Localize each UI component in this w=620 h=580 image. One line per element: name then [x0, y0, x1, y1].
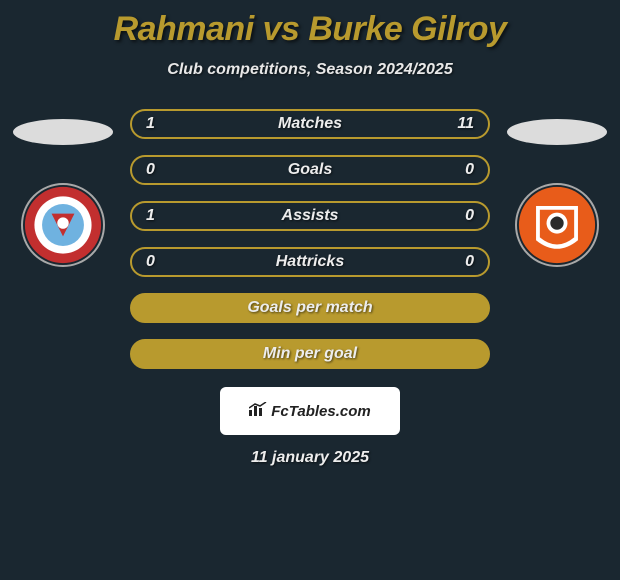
stats-list: 1Matches110Goals01Assists00Hattricks0Goa…	[130, 109, 490, 369]
stat-left-value: 1	[146, 207, 176, 225]
stat-row: Min per goal	[130, 339, 490, 369]
stat-left-value: 0	[146, 253, 176, 271]
stat-label: Matches	[176, 115, 444, 133]
chart-icon	[249, 402, 267, 420]
stat-label: Goals	[176, 161, 444, 179]
player-left-silhouette	[13, 119, 113, 145]
stat-label: Assists	[176, 207, 444, 225]
stat-row: 1Matches11	[130, 109, 490, 139]
crest-right	[515, 183, 599, 267]
stat-row: 1Assists0	[130, 201, 490, 231]
player-left-column	[8, 119, 118, 267]
stat-label: Min per goal	[176, 345, 444, 363]
crest-left-icon	[23, 183, 103, 267]
player-right-silhouette	[507, 119, 607, 145]
player-right-column	[502, 119, 612, 267]
page-subtitle: Club competitions, Season 2024/2025	[0, 61, 620, 79]
stat-left-value: 0	[146, 161, 176, 179]
stat-label: Hattricks	[176, 253, 444, 271]
page-title: Rahmani vs Burke Gilroy	[0, 0, 620, 49]
comparison-panel: 1Matches110Goals01Assists00Hattricks0Goa…	[0, 109, 620, 369]
stat-row: Goals per match	[130, 293, 490, 323]
stat-row: 0Goals0	[130, 155, 490, 185]
crest-left	[21, 183, 105, 267]
stat-right-value: 11	[444, 115, 474, 133]
stat-right-value: 0	[444, 207, 474, 225]
stat-right-value: 0	[444, 253, 474, 271]
stat-row: 0Hattricks0	[130, 247, 490, 277]
stat-right-value: 0	[444, 161, 474, 179]
stat-left-value: 1	[146, 115, 176, 133]
source-badge: FcTables.com	[220, 387, 400, 435]
date-text: 11 january 2025	[0, 449, 620, 467]
crest-right-icon	[517, 183, 597, 267]
stat-label: Goals per match	[176, 299, 444, 317]
source-brand-text: FcTables.com	[271, 403, 370, 420]
